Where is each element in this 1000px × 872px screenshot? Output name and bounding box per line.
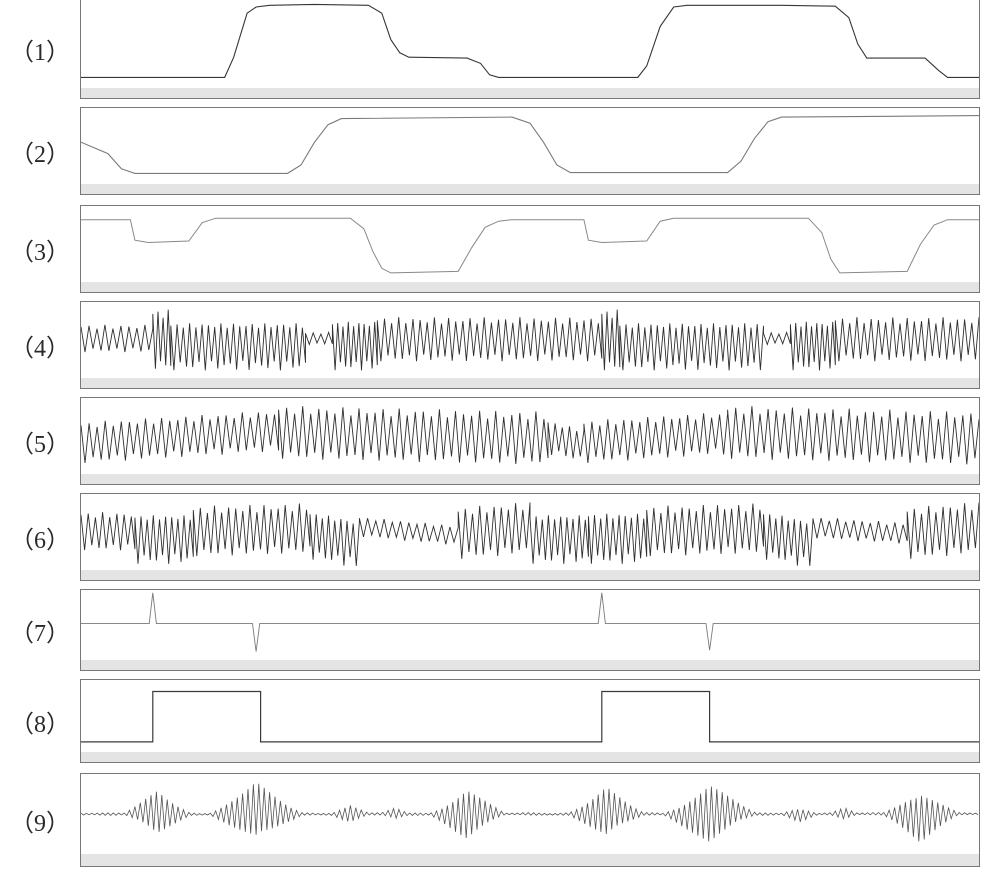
waveform-svg: [81, 206, 979, 292]
waveform-row-5: （5）: [0, 398, 1000, 484]
waveform-panel: [80, 301, 980, 389]
waveform-trace: [81, 784, 978, 842]
waveform-svg: [81, 680, 979, 762]
waveform-trace: [81, 116, 979, 174]
row-label: （1）: [0, 32, 80, 67]
waveform-svg: [81, 590, 979, 670]
waveform-svg: [81, 494, 979, 580]
waveform-row-4: （4）: [0, 302, 1000, 388]
waveform-trace: [81, 692, 979, 742]
waveform-svg: [81, 108, 979, 194]
waveform-panel: [80, 589, 980, 671]
waveform-trace: [81, 406, 979, 464]
waveform-row-3: （3）: [0, 206, 1000, 292]
waveform-panel: [80, 107, 980, 195]
row-label: （2）: [0, 134, 80, 169]
waveform-svg: [81, 302, 979, 388]
waveform-panel: [80, 773, 980, 867]
row-label: （6）: [0, 520, 80, 555]
waveform-panel: [80, 0, 980, 99]
row-label: （3）: [0, 232, 80, 267]
waveform-row-7: （7）: [0, 590, 1000, 670]
waveform-svg: [81, 774, 979, 866]
waveform-panel: [80, 397, 980, 485]
waveform-panel: [80, 679, 980, 763]
waveform-trace: [81, 218, 979, 273]
row-label: （7）: [0, 613, 80, 648]
row-label: （9）: [0, 803, 80, 838]
waveform-figure: （1） （2） （3） （4） （5） （6） （7） （8） （9）: [0, 0, 1000, 872]
waveform-svg: [81, 398, 979, 484]
waveform-trace: [81, 593, 979, 652]
row-label: （8）: [0, 704, 80, 739]
waveform-trace: [81, 503, 979, 566]
waveform-row-8: （8）: [0, 680, 1000, 762]
waveform-row-1: （1）: [0, 0, 1000, 98]
waveform-panel: [80, 493, 980, 581]
waveform-row-9: （9）: [0, 774, 1000, 866]
waveform-trace: [81, 4, 979, 77]
row-label: （4）: [0, 328, 80, 363]
waveform-row-6: （6）: [0, 494, 1000, 580]
waveform-trace: [81, 310, 979, 371]
row-label: （5）: [0, 424, 80, 459]
waveform-row-2: （2）: [0, 108, 1000, 194]
waveform-svg: [81, 0, 979, 98]
waveform-panel: [80, 205, 980, 293]
